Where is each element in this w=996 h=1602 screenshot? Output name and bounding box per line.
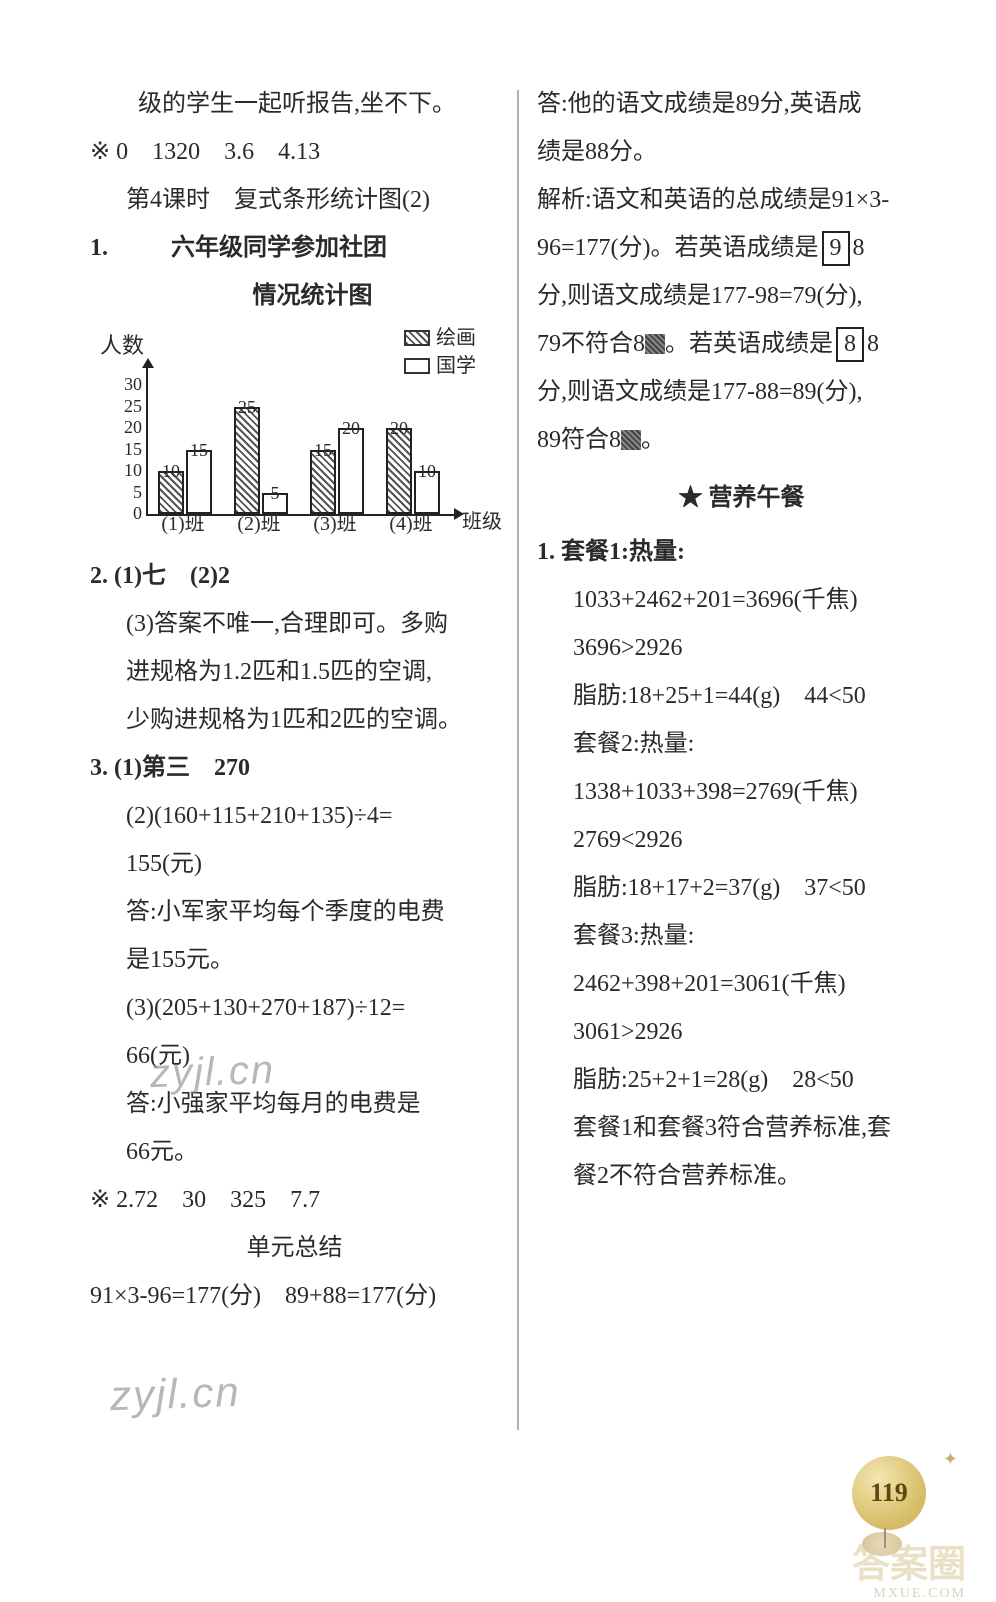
boxed-digit: 8 <box>836 327 864 362</box>
x-label: (4)班 <box>376 504 446 544</box>
text-line: ※ 2.72 30 325 7.7 <box>90 1176 499 1224</box>
text-line: 级的学生一起听报告,坐不下。 <box>90 80 499 128</box>
text-line: 答:他的语文成绩是89分,英语成 <box>537 80 946 128</box>
bar-drawing: 25 <box>234 407 260 514</box>
ytick: 15 <box>124 440 142 458</box>
ytick: 20 <box>124 418 142 436</box>
text-line: (2)(160+115+210+135)÷4= <box>90 792 499 840</box>
bar-group-2: 25 5 <box>234 407 290 514</box>
chart-title-line2: 情况统计图 <box>126 272 499 320</box>
text-line: 1338+1033+398=2769(千焦) <box>537 768 946 816</box>
decor-star-icon: ✦ <box>943 1449 958 1470</box>
text-span: 。若英语成绩是 <box>665 331 833 357</box>
x-label: (3)班 <box>300 504 370 544</box>
text-line: 1. 套餐1:热量: <box>537 528 946 576</box>
text-line: (3)答案不唯一,合理即可。多购 <box>90 600 499 648</box>
bar-value: 20 <box>390 410 408 446</box>
text-line: 79不符合8。若英语成绩是88 <box>537 320 946 368</box>
bar-chart: 人数 绘画 国学 0 5 10 <box>100 324 480 544</box>
unit-summary-title: 单元总结 <box>90 1224 499 1272</box>
redaction-icon <box>645 334 665 354</box>
text-line: 3061>2926 <box>537 1008 946 1056</box>
legend-label: 绘画 <box>436 324 476 352</box>
text-line: 1033+2462+201=3696(千焦) <box>537 576 946 624</box>
ytick: 25 <box>124 397 142 415</box>
page-number-badge: 119 <box>852 1456 926 1530</box>
text-span: 8 <box>853 235 865 261</box>
bar-group-4: 20 10 <box>386 428 442 514</box>
redaction-icon <box>621 430 641 450</box>
text-line: 96=177(分)。若英语成绩是98 <box>537 224 946 272</box>
y-axis-label: 人数 <box>100 324 144 368</box>
bar-value: 10 <box>418 453 436 489</box>
text-line: 分,则语文成绩是177-98=79(分), <box>537 272 946 320</box>
text-line: 答:小军家平均每个季度的电费 <box>90 888 499 936</box>
text-line: 解析:语文和英语的总成绩是91×3- <box>537 176 946 224</box>
text-line: 进规格为1.2匹和1.5匹的空调, <box>90 648 499 696</box>
lesson-title: 第4课时 复式条形统计图(2) <box>126 176 499 224</box>
bar-value: 25 <box>238 389 256 425</box>
x-label: (1)班 <box>148 504 218 544</box>
text-line: (3)(205+130+270+187)÷12= <box>90 984 499 1032</box>
text-line: 脂肪:25+2+1=28(g) 28<50 <box>537 1056 946 1104</box>
text-span: 。 <box>641 427 665 453</box>
bar-value: 10 <box>162 453 180 489</box>
text-line: 2. (1)七 (2)2 <box>90 552 499 600</box>
text-line: 餐2不符合营养标准。 <box>537 1152 946 1200</box>
bar-value: 15 <box>314 432 332 468</box>
legend-item: 绘画 <box>404 324 476 352</box>
text-line: 套餐1和套餐3符合营养标准,套 <box>537 1104 946 1152</box>
legend-swatch-drawing <box>404 330 430 346</box>
text-span: 79不符合8 <box>537 331 645 357</box>
text-line: 脂肪:18+25+1=44(g) 44<50 <box>537 672 946 720</box>
text-line: 分,则语文成绩是177-88=89(分), <box>537 368 946 416</box>
bar-value: 20 <box>342 410 360 446</box>
bar-group-3: 15 20 <box>310 428 366 514</box>
right-column: 答:他的语文成绩是89分,英语成 绩是88分。 解析:语文和英语的总成绩是91×… <box>519 80 946 1430</box>
text-line: 是155元。 <box>90 936 499 984</box>
bar-drawing: 20 <box>386 428 412 514</box>
text-line: 套餐3:热量: <box>537 912 946 960</box>
text-line: 2769<2926 <box>537 816 946 864</box>
text-line: 绩是88分。 <box>537 128 946 176</box>
page-two-column: 级的学生一起听报告,坐不下。 ※ 0 1320 3.6 4.13 第4课时 复式… <box>0 0 996 1450</box>
text-line: 66(元) <box>90 1032 499 1080</box>
text-line: 套餐2:热量: <box>537 720 946 768</box>
text-span: 89符合8 <box>537 427 621 453</box>
text-line: 91×3-96=177(分) 89+88=177(分) <box>90 1272 499 1320</box>
brand-watermark: 答案圈 <box>852 1533 966 1588</box>
q-number: 1. <box>90 235 108 261</box>
x-label: (2)班 <box>224 504 294 544</box>
text-line: 答:小强家平均每月的电费是 <box>90 1080 499 1128</box>
text-line: 66元。 <box>90 1128 499 1176</box>
text-line: 少购进规格为1匹和2匹的空调。 <box>90 696 499 744</box>
question-1: 1. 六年级同学参加社团 情况统计图 人数 绘画 国学 <box>90 224 499 544</box>
text-line: 3. (1)第三 270 <box>90 744 499 792</box>
ytick: 30 <box>124 375 142 393</box>
text-span: 96=177(分)。若英语成绩是 <box>537 235 819 261</box>
left-column: 级的学生一起听报告,坐不下。 ※ 0 1320 3.6 4.13 第4课时 复式… <box>90 80 517 1430</box>
x-axis-title: 班级 <box>462 502 502 542</box>
bar-groups: 10 15 25 5 15 20 20 10 <box>146 366 446 514</box>
bar-guoxue: 20 <box>338 428 364 514</box>
text-line: ※ 0 1320 3.6 4.13 <box>90 128 499 176</box>
chart-title-line1: 六年级同学参加社团 <box>114 224 444 272</box>
section-title: ★ 营养午餐 <box>537 474 946 522</box>
text-line: 脂肪:18+17+2=37(g) 37<50 <box>537 864 946 912</box>
ytick: 0 <box>133 504 142 522</box>
text-span: 8 <box>867 331 879 357</box>
x-labels: (1)班 (2)班 (3)班 (4)班 班级 <box>146 518 456 544</box>
bar-value: 15 <box>190 432 208 468</box>
text-line: 3696>2926 <box>537 624 946 672</box>
text-line: 2462+398+201=3061(千焦) <box>537 960 946 1008</box>
text-line: 155(元) <box>90 840 499 888</box>
boxed-digit: 9 <box>822 231 850 266</box>
text-line: 89符合8 。 <box>537 416 946 464</box>
ytick: 5 <box>133 483 142 501</box>
ytick: 10 <box>124 461 142 479</box>
